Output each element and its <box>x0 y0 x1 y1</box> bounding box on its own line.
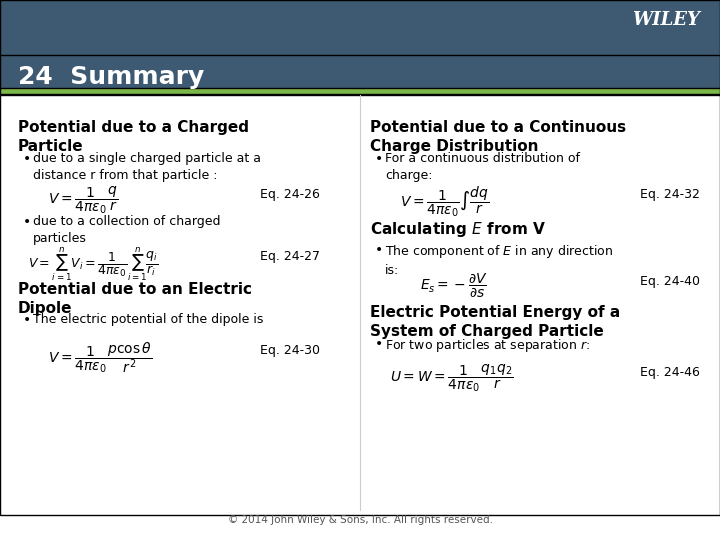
Text: $E_s = -\dfrac{\partial V}{\partial s}$: $E_s = -\dfrac{\partial V}{\partial s}$ <box>420 272 487 300</box>
Text: due to a single charged particle at a
distance r from that particle :: due to a single charged particle at a di… <box>33 152 261 182</box>
Text: Potential due to a Continuous
Charge Distribution: Potential due to a Continuous Charge Dis… <box>370 120 626 153</box>
Text: WILEY: WILEY <box>632 11 700 29</box>
Text: Potential due to a Charged
Particle: Potential due to a Charged Particle <box>18 120 249 153</box>
Text: $U = W = \dfrac{1}{4\pi\varepsilon_0}\dfrac{q_1 q_2}{r}$: $U = W = \dfrac{1}{4\pi\varepsilon_0}\df… <box>390 362 513 394</box>
Text: •: • <box>23 215 31 229</box>
Text: For a continuous distribution of
charge:: For a continuous distribution of charge: <box>385 152 580 182</box>
Text: $V = \dfrac{1}{4\pi\varepsilon_0}\int\dfrac{dq}{r}$: $V = \dfrac{1}{4\pi\varepsilon_0}\int\df… <box>400 184 490 219</box>
Text: •: • <box>23 313 31 327</box>
Text: The component of $E$ in any direction
is:: The component of $E$ in any direction is… <box>385 243 613 277</box>
Text: Eq. 24-46: Eq. 24-46 <box>640 366 700 379</box>
Text: Eq. 24-40: Eq. 24-40 <box>640 275 700 288</box>
Text: $V = \dfrac{1}{4\pi\varepsilon_0}\dfrac{p\cos\theta}{r^2}$: $V = \dfrac{1}{4\pi\varepsilon_0}\dfrac{… <box>48 340 153 375</box>
FancyBboxPatch shape <box>0 55 720 90</box>
Text: •: • <box>23 152 31 166</box>
Text: •: • <box>375 337 383 351</box>
Text: $V = \dfrac{1}{4\pi\varepsilon_0}\dfrac{q}{r}$: $V = \dfrac{1}{4\pi\varepsilon_0}\dfrac{… <box>48 184 118 216</box>
Text: Electric Potential Energy of a
System of Charged Particle: Electric Potential Energy of a System of… <box>370 305 620 339</box>
Text: Eq. 24-27: Eq. 24-27 <box>260 250 320 263</box>
Text: Calculating $E$ from V: Calculating $E$ from V <box>370 220 546 239</box>
Text: •: • <box>375 152 383 166</box>
Text: For two particles at separation $r$:: For two particles at separation $r$: <box>385 337 590 354</box>
Text: $V = \sum_{i=1}^{n} V_i = \dfrac{1}{4\pi\varepsilon_0}\sum_{i=1}^{n}\dfrac{q_i}{: $V = \sum_{i=1}^{n} V_i = \dfrac{1}{4\pi… <box>28 245 158 283</box>
Text: Eq. 24-30: Eq. 24-30 <box>260 344 320 357</box>
FancyBboxPatch shape <box>0 0 720 60</box>
Text: Eq. 24-32: Eq. 24-32 <box>640 188 700 201</box>
Text: The electric potential of the dipole is: The electric potential of the dipole is <box>33 313 264 326</box>
Text: due to a collection of charged
particles: due to a collection of charged particles <box>33 215 220 245</box>
Text: •: • <box>375 243 383 257</box>
Text: © 2014 John Wiley & Sons, Inc. All rights reserved.: © 2014 John Wiley & Sons, Inc. All right… <box>228 515 492 525</box>
FancyBboxPatch shape <box>0 95 720 515</box>
FancyBboxPatch shape <box>0 88 720 94</box>
Text: Potential due to an Electric
Dipole: Potential due to an Electric Dipole <box>18 282 252 315</box>
Text: 24  Summary: 24 Summary <box>18 65 204 89</box>
Text: Eq. 24-26: Eq. 24-26 <box>260 188 320 201</box>
